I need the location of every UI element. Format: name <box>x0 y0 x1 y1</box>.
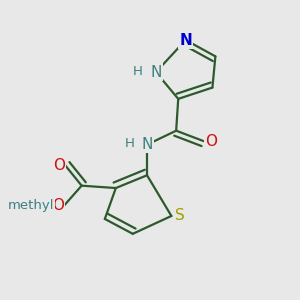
Text: O: O <box>205 134 217 148</box>
Text: N: N <box>179 32 192 47</box>
Text: O: O <box>53 158 65 173</box>
Text: N: N <box>141 137 153 152</box>
Text: O: O <box>52 198 64 213</box>
Text: H: H <box>133 65 142 78</box>
Text: H: H <box>124 137 134 150</box>
Text: methyl: methyl <box>8 200 54 212</box>
Text: N: N <box>150 64 162 80</box>
Text: S: S <box>175 208 184 224</box>
